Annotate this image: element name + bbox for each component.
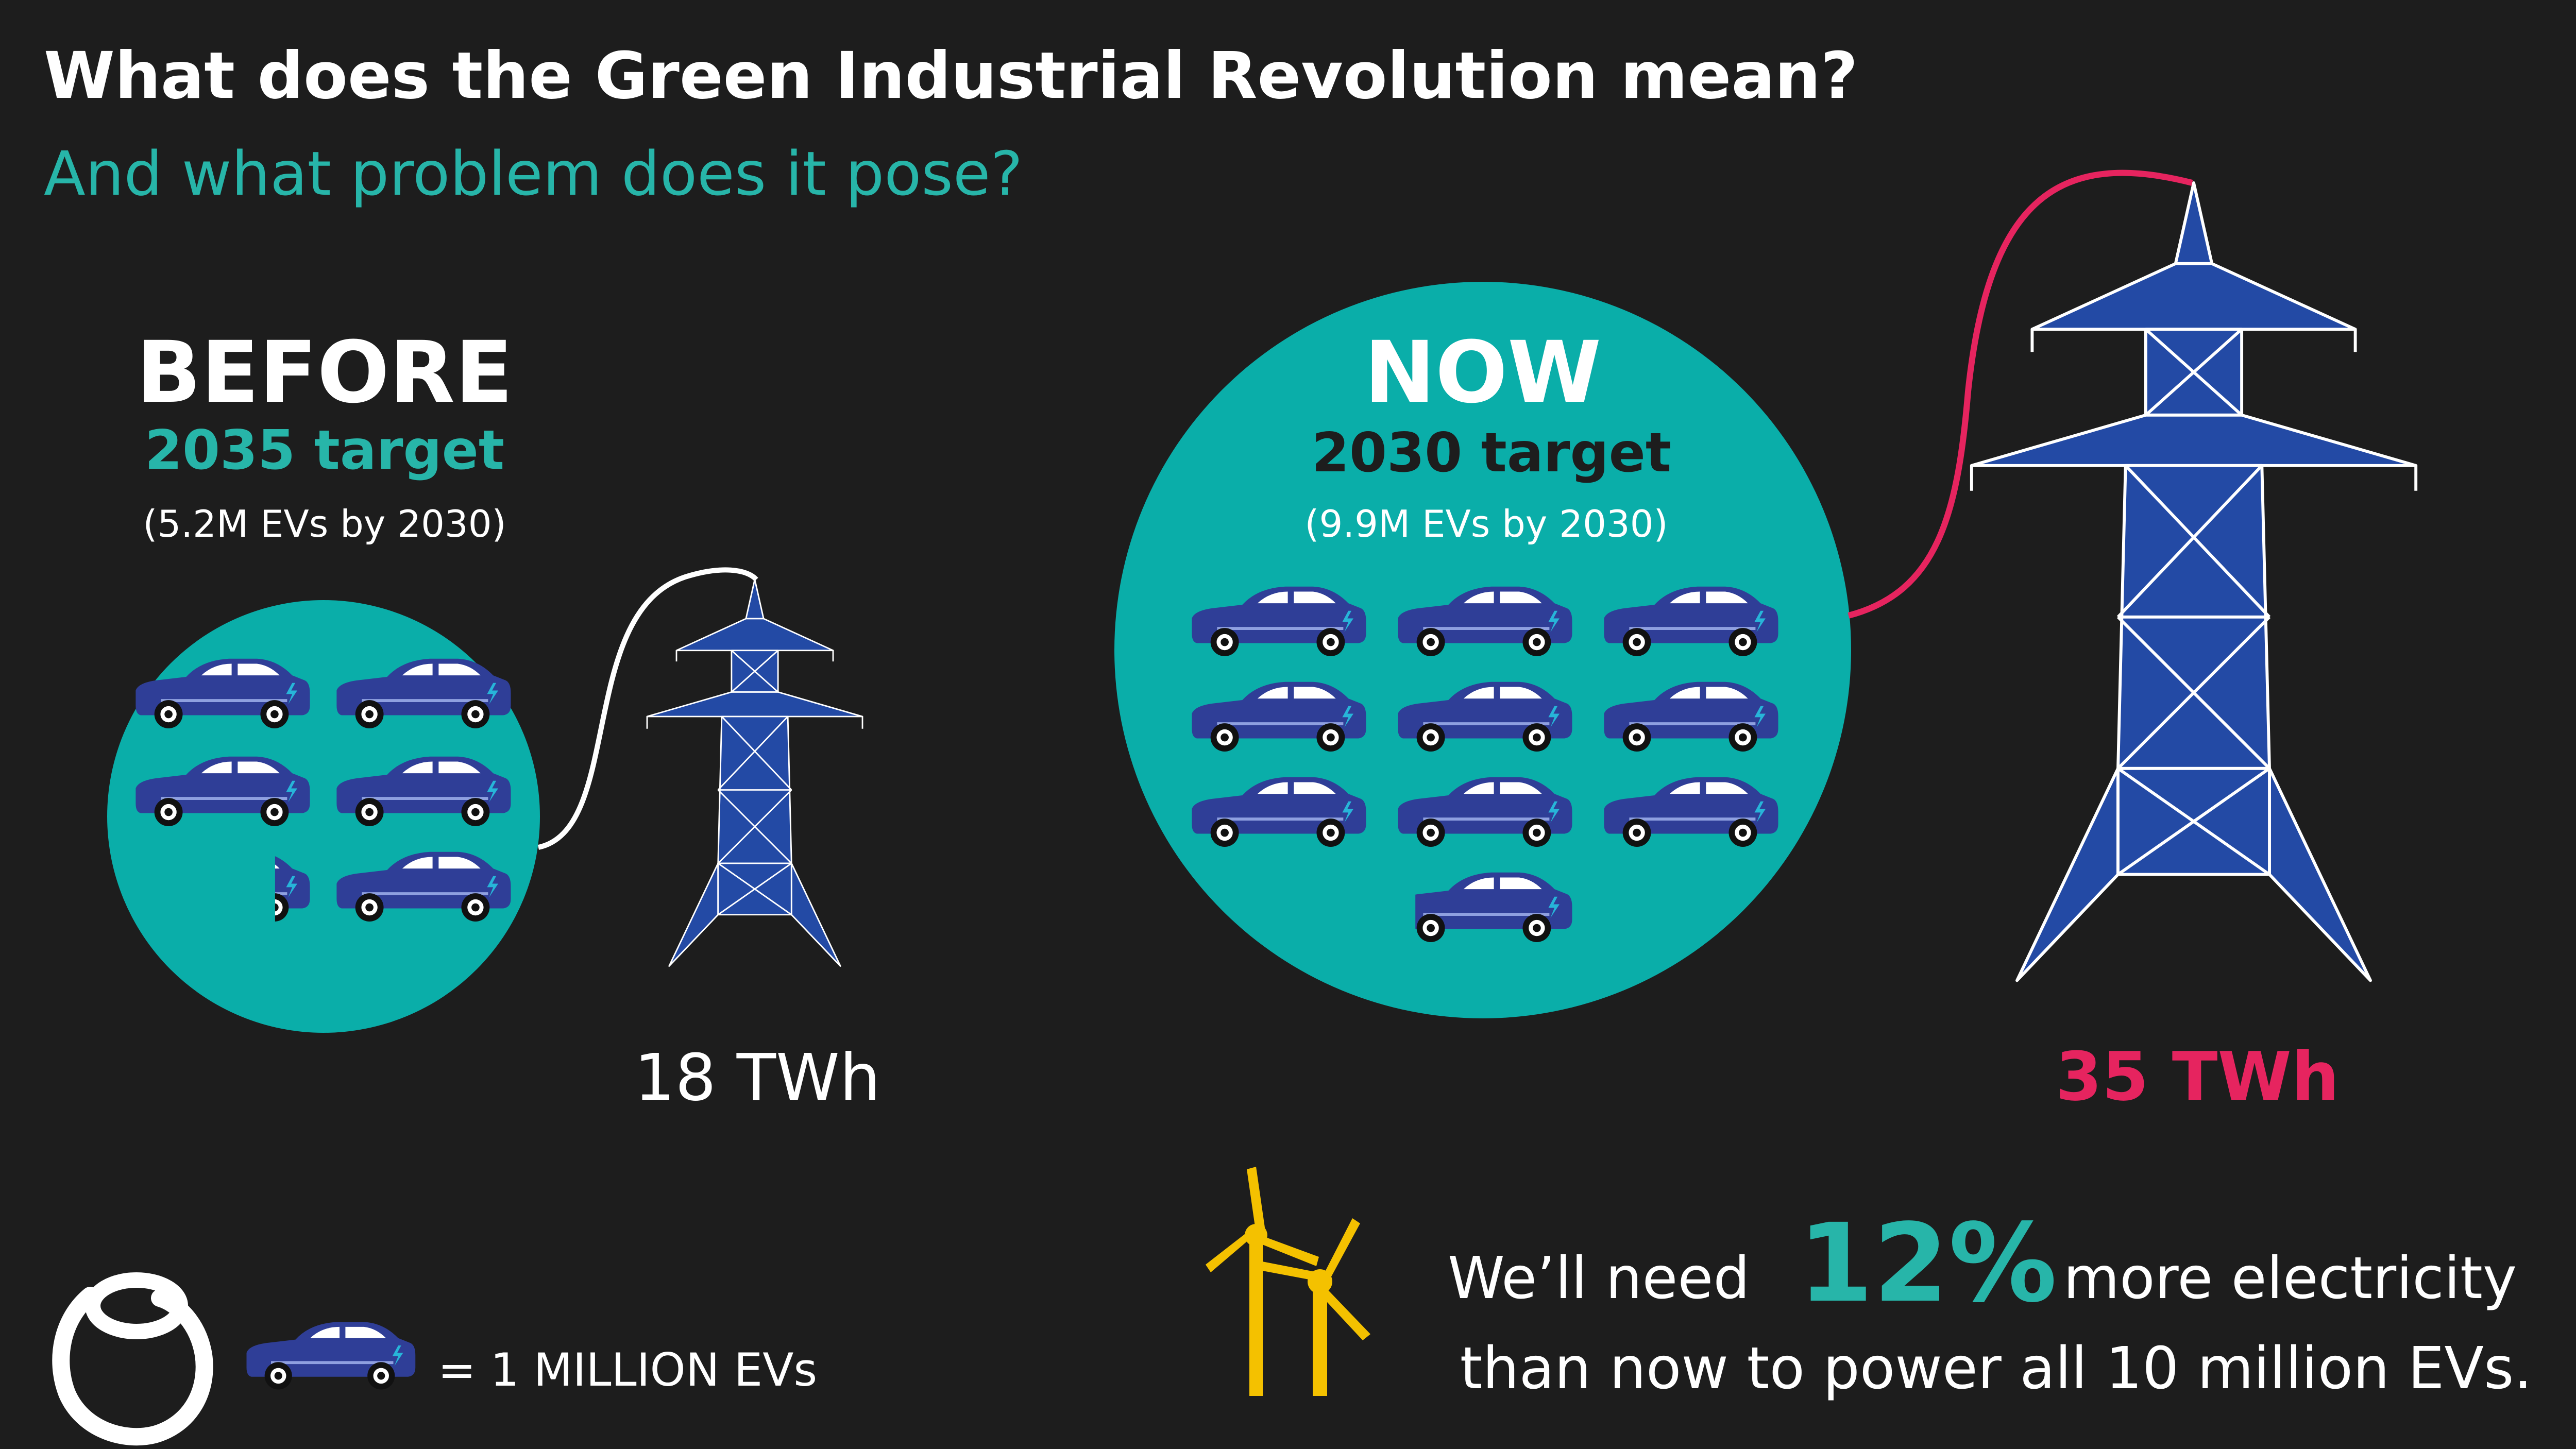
need-suffix: more electricity <box>2063 1245 2517 1312</box>
before-power-cable <box>537 567 758 850</box>
page-subtitle: And what problem does it pose? <box>44 138 1023 209</box>
before-heading: BEFORE <box>136 323 513 422</box>
now-energy: 35 TWh <box>2056 1037 2340 1116</box>
now-ev-circle <box>1114 282 1851 1018</box>
need-percent: 12% <box>1798 1200 2057 1326</box>
large-pylon-icon <box>1972 183 2416 980</box>
now-heading: NOW <box>1364 323 1601 422</box>
now-ev-note: (9.9M EVs by 2030) <box>1304 502 1668 545</box>
page-title: What does the Green Industrial Revolutio… <box>44 39 1858 113</box>
now-target: 2030 target <box>1312 421 1671 484</box>
brand-logo-icon <box>52 1272 213 1446</box>
wind-turbine-icon <box>1206 1167 1370 1396</box>
before-ev-note: (5.2M EVs by 2030) <box>143 502 506 545</box>
legend-car-icon <box>247 1322 416 1389</box>
before-target: 2035 target <box>145 419 504 482</box>
need-line2: than now to power all 10 million EVs. <box>1460 1335 2532 1402</box>
now-power-cable <box>1848 169 2193 619</box>
legend-label: = 1 MILLION EVs <box>438 1343 817 1396</box>
need-prefix: We’ll need <box>1448 1245 1750 1312</box>
small-pylon-icon <box>646 578 863 967</box>
before-energy: 18 TWh <box>634 1041 880 1115</box>
